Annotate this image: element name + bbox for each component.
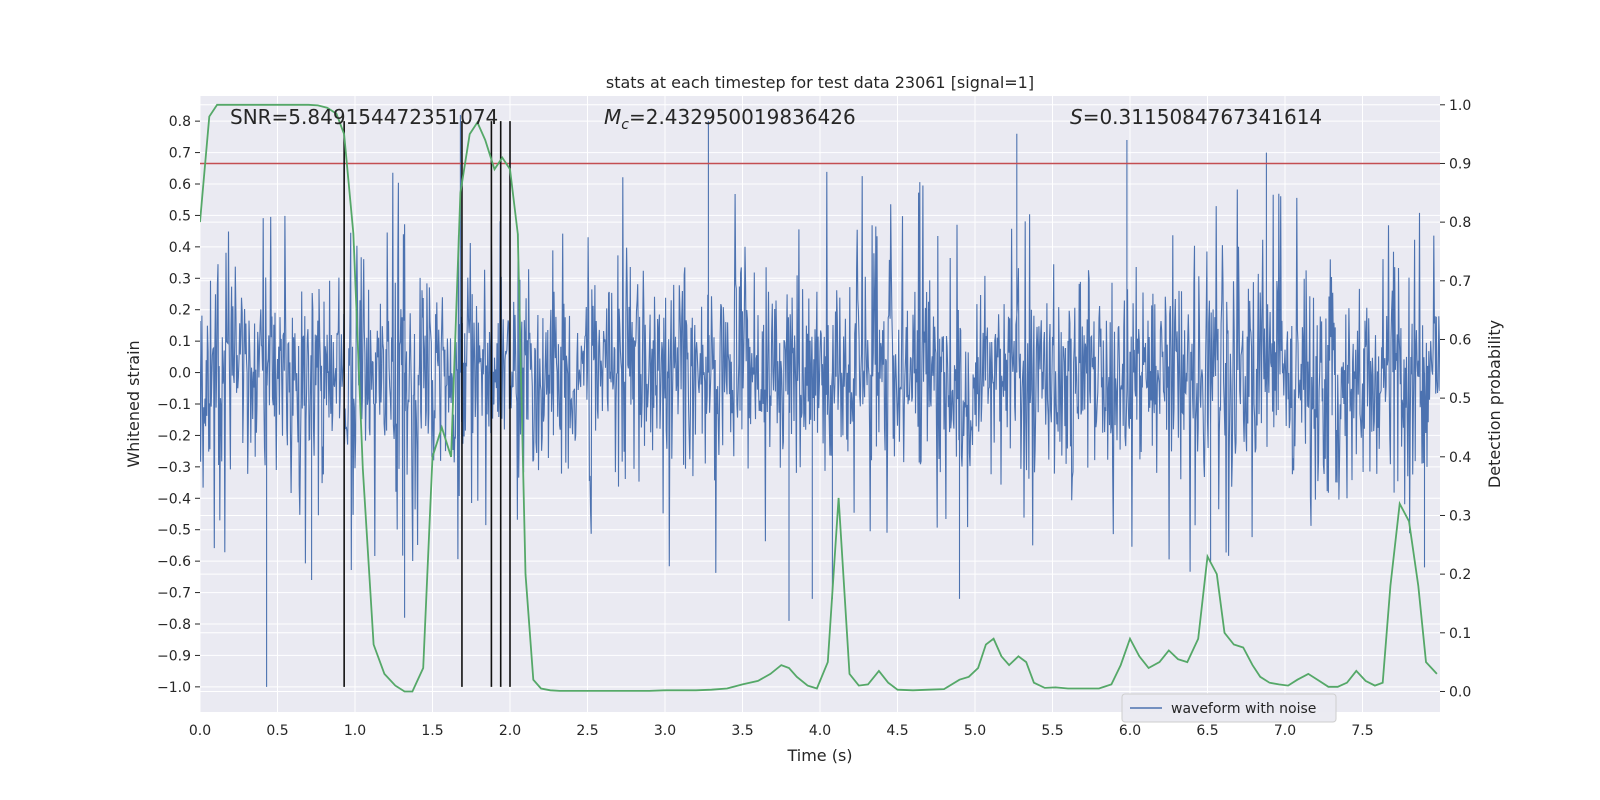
y-tick-label: −0.6 xyxy=(157,554,191,570)
x-tick-label: 3.5 xyxy=(731,723,753,739)
chirp-mass-subscript: c xyxy=(621,117,629,133)
x-axis-label: Time (s) xyxy=(786,746,852,765)
x-tick-label: 6.0 xyxy=(1119,723,1141,739)
y2-tick-label: 0.4 xyxy=(1449,450,1471,466)
x-tick-label: 5.0 xyxy=(964,723,986,739)
snr-annotation: SNR=5.849154472351074 xyxy=(230,105,498,129)
x-tick-label: 0.5 xyxy=(266,723,288,739)
y2-tick-label: 0.7 xyxy=(1449,274,1471,290)
x-tick-label: 6.5 xyxy=(1196,723,1218,739)
y2-tick-label: 0.8 xyxy=(1449,215,1471,231)
y-axis-label: Whitened strain xyxy=(124,340,143,467)
y2-tick-label: 0.1 xyxy=(1449,626,1471,642)
y2-tick-label: 0.9 xyxy=(1449,156,1471,172)
y-tick-label: −0.1 xyxy=(157,397,191,413)
y-tick-label: 0.2 xyxy=(169,303,191,319)
y2-axis-label: Detection probability xyxy=(1485,320,1504,488)
x-tick-label: 4.5 xyxy=(886,723,908,739)
s-value: =0.3115084767341614 xyxy=(1083,105,1322,129)
probability-line xyxy=(200,103,1438,693)
y-tick-label: −0.7 xyxy=(157,586,191,602)
y-tick-label: 0.1 xyxy=(169,334,191,350)
y-tick-label: 0.8 xyxy=(169,114,191,130)
chirp-mass-value: =2.432950019836426 xyxy=(629,105,856,129)
y-tick-label: −0.4 xyxy=(157,491,191,507)
x-tick-label: 3.0 xyxy=(654,723,676,739)
grid xyxy=(199,96,1440,712)
x-tick-label: 2.0 xyxy=(499,723,521,739)
x-tick-label: 1.0 xyxy=(344,723,366,739)
y-tick-label: 0.3 xyxy=(169,271,191,287)
y-tick-label: 0.5 xyxy=(169,208,191,224)
y2-tick-label: 0.2 xyxy=(1449,567,1471,583)
y2-tick-label: 1.0 xyxy=(1449,98,1471,114)
y-tick-label: −1.0 xyxy=(157,680,191,696)
y-tick-label: 0.7 xyxy=(169,146,191,162)
s-annotation: S=0.3115084767341614 xyxy=(1070,105,1322,129)
s-symbol: S xyxy=(1070,105,1083,129)
legend-box xyxy=(1121,693,1337,723)
y2-tick-label: 0.3 xyxy=(1449,508,1471,524)
chirp-mass-symbol: M xyxy=(604,105,621,129)
x-tick-label: 4.0 xyxy=(809,723,831,739)
probability-series xyxy=(200,103,1438,693)
axes: 0.0 0.5 1.0 1.5 2.0 2.5 3.0 3.5 4.0 4.5 5.0 5.5 6.0 6… xyxy=(157,98,1471,739)
chart-title: stats at each timestep for test data 230… xyxy=(606,73,1034,92)
y-tick-label: −0.2 xyxy=(157,428,191,444)
y-tick-label: −0.9 xyxy=(157,648,191,664)
legend: waveform with noise xyxy=(1121,693,1337,723)
y-tick-label: −0.3 xyxy=(157,460,191,476)
y-tick-label: 0.6 xyxy=(169,177,191,193)
y-tick-label: −0.8 xyxy=(157,617,191,633)
chirp-mass-annotation: Mc=2.432950019836426 xyxy=(604,105,856,133)
x-tick-label: 1.5 xyxy=(421,723,443,739)
x-tick-label: 5.5 xyxy=(1041,723,1063,739)
y-tick-label: −0.5 xyxy=(157,523,191,539)
y-tick-label: 0.0 xyxy=(169,366,191,382)
x-tick-label: 0.0 xyxy=(189,723,211,739)
y2-tick-label: 0.0 xyxy=(1449,684,1471,700)
legend-label: waveform with noise xyxy=(1171,701,1316,717)
y2-tick-label: 0.5 xyxy=(1449,391,1471,407)
x-tick-label: 2.5 xyxy=(576,723,598,739)
event-markers xyxy=(343,121,511,687)
x-tick-label: 7.0 xyxy=(1274,723,1296,739)
y-tick-label: 0.4 xyxy=(169,240,191,256)
x-tick-label: 7.5 xyxy=(1351,723,1373,739)
y2-tick-label: 0.6 xyxy=(1449,332,1471,348)
